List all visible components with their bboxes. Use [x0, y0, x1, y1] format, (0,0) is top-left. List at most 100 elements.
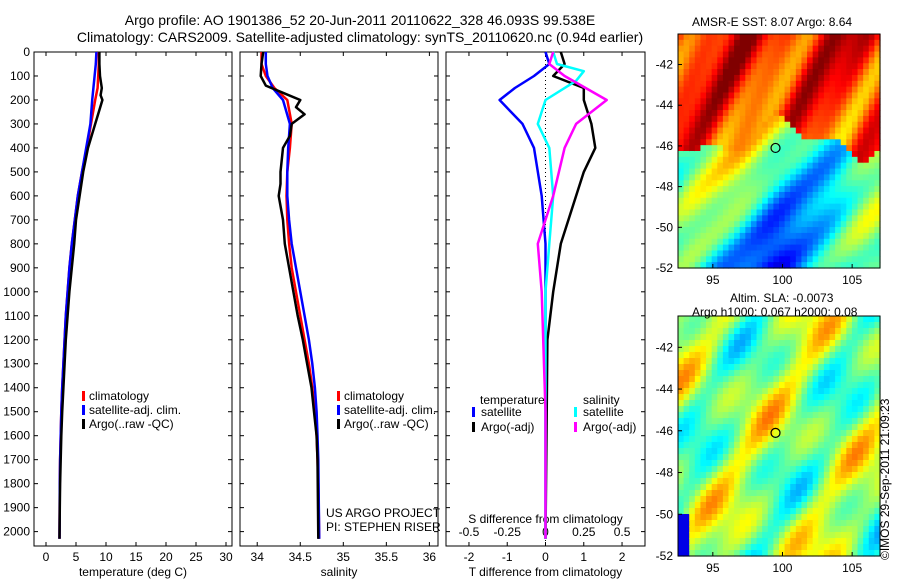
- heatmap-cell: [706, 180, 713, 187]
- heatmap-cell: [762, 250, 769, 257]
- heatmap-cell: [706, 490, 713, 497]
- heatmap-cell: [840, 51, 847, 58]
- y-tick-label: 600: [10, 189, 30, 203]
- heatmap-cell: [750, 262, 758, 269]
- heatmap-cell: [874, 538, 881, 545]
- heatmap-cell: [728, 104, 735, 111]
- heatmap-cell: [801, 496, 808, 503]
- heatmap-cell: [790, 406, 797, 413]
- heatmap-cell: [829, 346, 836, 353]
- heatmap-cell: [722, 394, 730, 401]
- heatmap-cell: [846, 115, 853, 123]
- heatmap-cell: [694, 316, 702, 323]
- heatmap-cell: [784, 197, 791, 205]
- heatmap-cell: [818, 544, 825, 551]
- heatmap-cell: [745, 203, 752, 211]
- heatmap-cell: [706, 162, 713, 170]
- heatmap-cell: [767, 186, 774, 193]
- heatmap-cell: [846, 388, 853, 395]
- heatmap-cell: [717, 322, 724, 329]
- heatmap-cell: [700, 460, 707, 467]
- heatmap-cell: [812, 221, 819, 228]
- heatmap-cell: [818, 406, 825, 413]
- heatmap-cell: [762, 98, 769, 105]
- heatmap-cell: [829, 484, 836, 491]
- heatmap-cell: [739, 544, 746, 551]
- heatmap-cell: [818, 63, 825, 70]
- heatmap-cell: [851, 162, 859, 170]
- heatmap-cell: [706, 256, 713, 263]
- heatmap-cell: [678, 156, 685, 164]
- heatmap-cell: [767, 244, 774, 252]
- heatmap-cell: [694, 508, 702, 515]
- heatmap-cell: [851, 139, 859, 146]
- heatmap-cell: [801, 490, 808, 497]
- heatmap-cell: [745, 39, 752, 47]
- heatmap-cell: [773, 502, 780, 509]
- heatmap-cell: [767, 209, 774, 216]
- series-line-satellite: [536, 51, 586, 539]
- heatmap-cell: [829, 197, 836, 205]
- heatmap-cell: [784, 168, 791, 175]
- heatmap-cell: [795, 334, 803, 341]
- heatmap-cell: [868, 86, 875, 94]
- heatmap-cell: [857, 490, 864, 497]
- heatmap-cell: [795, 104, 803, 111]
- heatmap-cell: [790, 490, 797, 497]
- heatmap-cell: [745, 316, 752, 323]
- heatmap-cell: [857, 352, 864, 359]
- heatmap-cell: [711, 448, 718, 455]
- heatmap-cell: [762, 133, 769, 140]
- s-tick-label: -0.5: [459, 525, 480, 539]
- heatmap-cell: [790, 544, 797, 551]
- heatmap-cell: [767, 115, 774, 123]
- heatmap-cell: [722, 412, 730, 419]
- heatmap-cell: [812, 448, 819, 455]
- heatmap-cell: [857, 460, 864, 467]
- heatmap-cell: [694, 174, 702, 181]
- heatmap-cell: [807, 514, 814, 521]
- heatmap-cell: [689, 514, 696, 521]
- heatmap-cell: [807, 364, 814, 371]
- heatmap-cell: [846, 104, 853, 111]
- heatmap-cell: [706, 460, 713, 467]
- heatmap-cell: [756, 174, 763, 181]
- heatmap-cell: [846, 51, 853, 58]
- heatmap-cell: [835, 104, 842, 111]
- heatmap-cell: [863, 352, 870, 359]
- heatmap-cell: [689, 80, 696, 88]
- heatmap-cell: [762, 156, 769, 164]
- heatmap-cell: [683, 490, 690, 497]
- heatmap-cell: [717, 57, 724, 64]
- heatmap-cell: [801, 151, 808, 158]
- heatmap-cell: [868, 151, 875, 158]
- heatmap-cell: [818, 162, 825, 170]
- heatmap-cell: [868, 328, 875, 335]
- heatmap-cell: [801, 250, 808, 257]
- heatmap-cell: [678, 346, 685, 353]
- heatmap-cell: [773, 370, 780, 377]
- heatmap-cell: [717, 460, 724, 467]
- heatmap-cell: [694, 478, 702, 485]
- heatmap-cell: [863, 412, 870, 419]
- heatmap-cell: [868, 406, 875, 413]
- heatmap-cell: [807, 370, 814, 377]
- heatmap-cell: [790, 520, 797, 527]
- heatmap-cell: [874, 550, 881, 557]
- heatmap-cell: [779, 442, 786, 449]
- y-tick-label: 1500: [3, 405, 30, 419]
- heatmap-cell: [722, 430, 730, 437]
- heatmap-cell: [745, 364, 752, 371]
- heatmap-cell: [717, 340, 724, 347]
- heatmap-cell: [722, 221, 730, 228]
- heatmap-cell: [694, 382, 702, 389]
- heatmap-cell: [807, 526, 814, 533]
- heatmap-cell: [689, 221, 696, 228]
- heatmap-cell: [790, 496, 797, 503]
- legend-label: satellite-adj. clim.: [344, 403, 436, 417]
- heatmap-cell: [857, 121, 864, 129]
- heatmap-cell: [750, 430, 758, 437]
- heatmap-cell: [700, 209, 707, 216]
- heatmap-cell: [790, 203, 797, 211]
- heatmap-cell: [767, 191, 774, 199]
